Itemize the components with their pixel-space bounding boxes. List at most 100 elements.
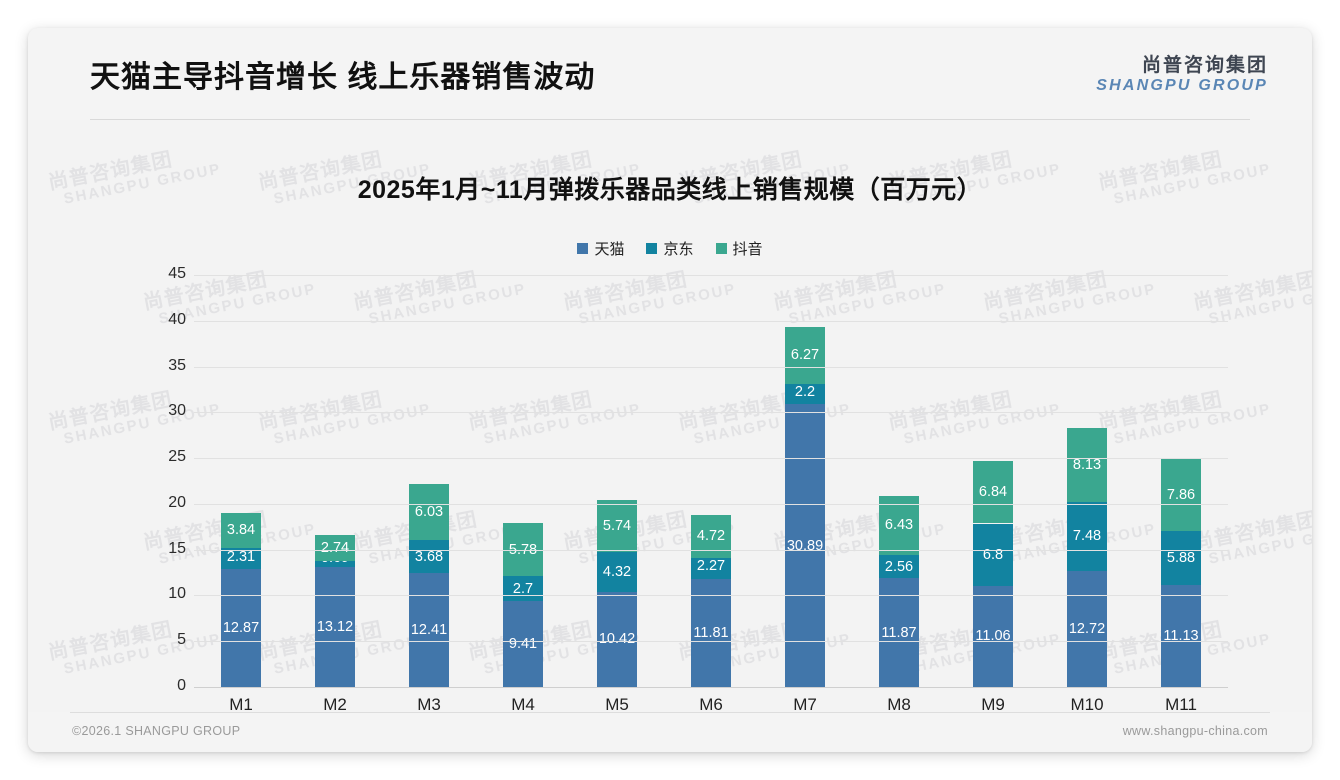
bar-segment-京东[interactable]: 0.69 bbox=[315, 550, 355, 567]
x-axis-tick-label: M11 bbox=[1165, 695, 1197, 714]
bar-value-label: 7.48 bbox=[1072, 528, 1102, 545]
y-axis-tick-label: 5 bbox=[177, 631, 186, 649]
gridline bbox=[194, 458, 1228, 460]
bar-segment-京东[interactable]: 4.32 bbox=[597, 552, 637, 592]
logo-english-text: SHANGPU GROUP bbox=[1096, 76, 1268, 94]
legend-label: 天猫 bbox=[594, 241, 625, 258]
bar-segment-天猫[interactable]: 12.72 bbox=[1067, 570, 1107, 687]
bar-segment-抖音[interactable]: 6.43 bbox=[879, 496, 919, 555]
bar-value-label: 11.81 bbox=[693, 624, 729, 641]
footer-divider bbox=[70, 712, 1270, 713]
bar-segment-京东[interactable]: 7.48 bbox=[1067, 502, 1107, 571]
bar-segment-抖音[interactable]: 6.27 bbox=[785, 326, 825, 385]
bar-segment-天猫[interactable]: 11.81 bbox=[691, 578, 731, 687]
bar-segment-京东[interactable]: 2.31 bbox=[221, 548, 261, 570]
x-axis-tick-label: M7 bbox=[793, 695, 817, 714]
bar-segment-京东[interactable]: 6.8 bbox=[973, 523, 1013, 586]
legend-swatch-icon bbox=[577, 243, 589, 254]
bar-segment-天猫[interactable]: 11.13 bbox=[1161, 585, 1201, 687]
bar-value-label: 12.87 bbox=[222, 620, 260, 637]
bar-segment-抖音[interactable]: 2.74 bbox=[315, 535, 355, 561]
bar-value-label: 2.27 bbox=[696, 558, 726, 575]
legend-item-抖音[interactable]: 抖音 bbox=[715, 238, 763, 259]
bar-value-label: 4.72 bbox=[696, 528, 726, 545]
bar-group[interactable]: 11.87 2.56 6.43 bbox=[879, 275, 919, 687]
bar-segment-天猫[interactable]: 9.41 bbox=[503, 600, 543, 687]
bar-group[interactable]: 10.42 4.32 5.74 bbox=[597, 275, 637, 687]
bar-value-label: 2.2 bbox=[794, 384, 816, 401]
bar-segment-天猫[interactable]: 11.06 bbox=[973, 585, 1013, 687]
bar-value-label: 12.72 bbox=[1068, 620, 1106, 637]
footer-website[interactable]: www.shangpu-china.com bbox=[1122, 724, 1268, 738]
x-axis-tick-label: M2 bbox=[323, 695, 347, 714]
gridline bbox=[194, 275, 1228, 276]
bar-group[interactable]: 11.81 2.27 4.72 bbox=[691, 275, 731, 687]
y-axis-tick-label: 35 bbox=[168, 356, 186, 374]
bar-value-label: 3.68 bbox=[414, 548, 444, 565]
y-axis-tick-label: 40 bbox=[168, 310, 186, 328]
bar-segment-京东[interactable]: 5.88 bbox=[1161, 531, 1201, 586]
gridline bbox=[194, 503, 1228, 505]
brand-logo: 尚普咨询集团 SHANGPU GROUP bbox=[1096, 56, 1268, 95]
bar-value-label: 6.84 bbox=[978, 484, 1008, 501]
y-axis-tick-label: 15 bbox=[168, 539, 186, 557]
bar-segment-京东[interactable]: 2.27 bbox=[691, 558, 731, 579]
y-axis-tick-label: 10 bbox=[168, 585, 186, 603]
legend-swatch-icon bbox=[715, 243, 727, 254]
bar-segment-京东[interactable]: 2.56 bbox=[879, 554, 919, 579]
bar-segment-抖音[interactable]: 4.72 bbox=[691, 514, 731, 559]
bar-group[interactable]: 11.06 6.8 6.84 bbox=[973, 275, 1013, 687]
x-axis-tick-label: M3 bbox=[417, 695, 441, 714]
y-axis-tick-label: 30 bbox=[168, 402, 186, 420]
bar-segment-京东[interactable]: 2.2 bbox=[785, 384, 825, 405]
bar-value-label: 2.7 bbox=[512, 580, 534, 597]
bar-segment-天猫[interactable]: 12.41 bbox=[409, 573, 449, 687]
bar-segment-天猫[interactable]: 30.89 bbox=[785, 404, 825, 687]
bar-segment-天猫[interactable]: 13.12 bbox=[315, 566, 355, 687]
bar-value-label: 5.74 bbox=[602, 517, 632, 534]
bar-segment-抖音[interactable]: 6.84 bbox=[973, 460, 1013, 524]
bar-group[interactable]: 11.13 5.88 7.86 bbox=[1161, 275, 1201, 687]
legend-label: 京东 bbox=[663, 241, 694, 258]
bar-value-label: 6.03 bbox=[414, 504, 444, 521]
legend-item-京东[interactable]: 京东 bbox=[646, 238, 694, 259]
gridline bbox=[194, 412, 1228, 414]
x-axis-tick-label: M1 bbox=[229, 695, 253, 714]
legend-swatch-icon bbox=[646, 243, 658, 254]
bar-segment-抖音[interactable]: 8.13 bbox=[1067, 427, 1107, 503]
bar-segment-京东[interactable]: 2.7 bbox=[503, 576, 543, 601]
bar-segment-天猫[interactable]: 10.42 bbox=[597, 591, 637, 687]
x-axis-tick-label: M4 bbox=[511, 695, 535, 714]
chart-legend: 天猫 京东 抖音 bbox=[28, 238, 1312, 259]
bar-group[interactable]: 30.89 2.2 6.27 bbox=[785, 275, 825, 687]
chart-title: 2025年1月~11月弹拨乐器品类线上销售规模（百万元） bbox=[357, 176, 983, 204]
bar-group[interactable]: 12.41 3.68 6.03 bbox=[409, 275, 449, 687]
bar-segment-抖音[interactable]: 7.86 bbox=[1161, 459, 1201, 532]
bar-value-label: 12.41 bbox=[410, 622, 448, 639]
gridline bbox=[194, 595, 1228, 597]
bar-group[interactable]: 9.41 2.7 5.78 bbox=[503, 275, 543, 687]
x-axis-tick-label: M5 bbox=[605, 695, 629, 714]
bar-segment-天猫[interactable]: 12.87 bbox=[221, 569, 261, 687]
slide-header: 天猫主导抖音增长 线上乐器销售波动 尚普咨询集团 SHANGPU GROUP bbox=[28, 28, 1312, 120]
bar-group[interactable]: 12.72 7.48 8.13 bbox=[1067, 275, 1107, 687]
x-axis-tick-label: M8 bbox=[887, 695, 911, 714]
bar-value-label: 30.89 bbox=[786, 537, 824, 554]
bar-segment-京东[interactable]: 3.68 bbox=[409, 539, 449, 574]
bar-group[interactable]: 12.87 2.31 3.84 bbox=[221, 275, 261, 687]
x-axis-tick-label: M10 bbox=[1070, 695, 1104, 714]
bar-value-label: 6.27 bbox=[790, 347, 820, 364]
bar-group[interactable]: 13.12 0.692.74 bbox=[315, 275, 355, 687]
bar-segment-天猫[interactable]: 11.87 bbox=[879, 578, 919, 687]
legend-item-天猫[interactable]: 天猫 bbox=[577, 238, 624, 259]
bar-segment-抖音[interactable]: 6.03 bbox=[409, 484, 449, 540]
bar-segment-抖音[interactable]: 3.84 bbox=[221, 512, 261, 549]
bar-value-label: 11.06 bbox=[975, 628, 1011, 645]
bar-segment-抖音[interactable]: 5.74 bbox=[597, 499, 637, 553]
gridline bbox=[194, 320, 1228, 322]
bar-value-label: 2.31 bbox=[226, 548, 256, 565]
y-axis-tick-label: 45 bbox=[168, 265, 186, 282]
x-axis-tick-label: M6 bbox=[699, 695, 723, 714]
page-title: 天猫主导抖音增长 线上乐器销售波动 bbox=[90, 61, 596, 94]
logo-chinese-text: 尚普咨询集团 bbox=[1141, 55, 1268, 76]
